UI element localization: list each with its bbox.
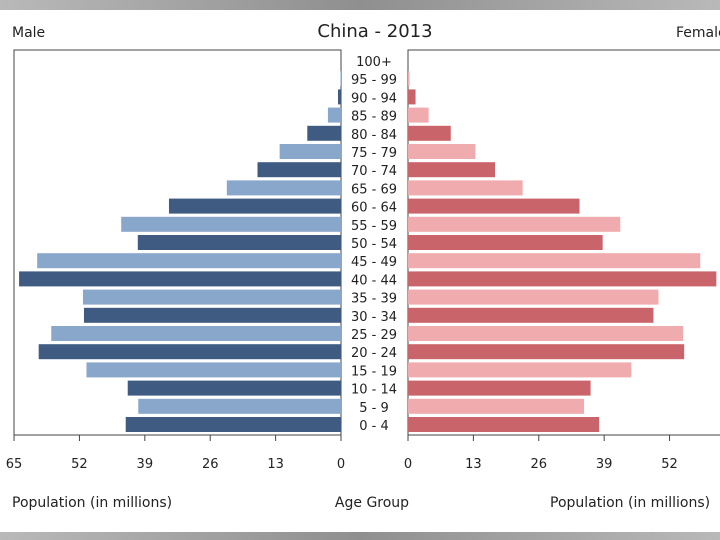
age-group-label: 15 - 19 <box>351 364 397 379</box>
male-bar <box>279 144 341 159</box>
male-bar <box>125 417 341 432</box>
male-bar <box>337 89 341 105</box>
age-group-label: 70 - 74 <box>351 164 397 179</box>
age-group-label: 50 - 54 <box>351 237 397 252</box>
male-bar <box>340 71 341 87</box>
female-tick-label: 52 <box>661 457 678 472</box>
x-axis-label-female: Population (in millions) <box>550 495 710 511</box>
female-bar <box>408 162 496 178</box>
male-bar <box>83 307 341 323</box>
female-bar <box>408 271 717 287</box>
x-axis-label-male: Population (in millions) <box>12 495 172 511</box>
age-group-label: 100+ <box>356 55 392 70</box>
female-bar <box>408 89 416 105</box>
age-group-label: 90 - 94 <box>351 91 397 106</box>
male-bar <box>127 380 341 396</box>
male-bar <box>121 216 342 232</box>
age-group-label: 85 - 89 <box>351 110 397 125</box>
female-bar <box>408 253 701 269</box>
female-bar <box>408 380 591 396</box>
female-tick-label: 39 <box>596 457 613 472</box>
male-bar <box>257 162 341 178</box>
age-group-label: 20 - 24 <box>351 346 397 361</box>
female-bar <box>408 144 476 159</box>
female-side-label: Female <box>676 25 720 41</box>
age-group-label: 30 - 34 <box>351 310 397 325</box>
male-bar <box>19 271 342 287</box>
female-bar <box>408 344 685 360</box>
male-bar <box>168 198 341 214</box>
female-tick-label: 13 <box>465 457 482 472</box>
age-group-label: 10 - 14 <box>351 383 397 398</box>
female-bar <box>408 180 523 196</box>
male-tick-label: 65 <box>6 457 23 472</box>
female-bar <box>408 417 600 432</box>
female-tick-label: 26 <box>531 457 548 472</box>
female-bar <box>408 216 621 232</box>
male-bar <box>307 125 341 141</box>
male-bar <box>137 235 341 250</box>
age-group-label: 5 - 9 <box>359 401 389 416</box>
male-bar <box>82 289 341 305</box>
male-tick-label: 0 <box>337 457 345 472</box>
female-bar <box>408 307 654 323</box>
age-group-label: 25 - 29 <box>351 328 397 343</box>
slide-frame-bottom <box>0 532 720 540</box>
female-bar <box>408 107 429 123</box>
age-group-label: 0 - 4 <box>359 419 389 434</box>
male-tick-label: 13 <box>267 457 284 472</box>
male-bar <box>327 107 341 123</box>
age-group-label: 35 - 39 <box>351 292 397 307</box>
female-bar <box>408 362 632 378</box>
age-group-label: 95 - 99 <box>351 73 397 88</box>
male-bar <box>51 326 341 341</box>
x-axis-label-age-group: Age Group <box>335 495 409 511</box>
male-tick-label: 39 <box>137 457 154 472</box>
male-bar <box>86 362 342 378</box>
chart-title: China - 2013 <box>317 21 432 42</box>
male-bar <box>138 398 341 414</box>
female-tick-label: 0 <box>404 457 412 472</box>
female-bar <box>408 398 585 414</box>
female-bar <box>408 125 451 141</box>
male-tick-label: 26 <box>202 457 219 472</box>
age-group-label: 45 - 49 <box>351 255 397 270</box>
male-tick-label: 52 <box>71 457 88 472</box>
slide-frame-top <box>0 0 720 10</box>
male-side-label: Male <box>12 25 45 41</box>
female-bar <box>408 326 684 341</box>
age-group-label: 80 - 84 <box>351 128 397 143</box>
age-group-label: 55 - 59 <box>351 219 397 234</box>
female-bar <box>408 71 410 87</box>
female-bar <box>408 235 603 250</box>
female-bar <box>408 289 659 305</box>
age-group-label: 40 - 44 <box>351 273 397 288</box>
age-group-label: 75 - 79 <box>351 146 397 161</box>
female-bar <box>408 198 580 214</box>
age-group-label: 60 - 64 <box>351 201 397 216</box>
male-bar <box>37 253 342 269</box>
male-bar <box>38 344 342 360</box>
male-bar <box>226 180 341 196</box>
age-group-label: 65 - 69 <box>351 182 397 197</box>
